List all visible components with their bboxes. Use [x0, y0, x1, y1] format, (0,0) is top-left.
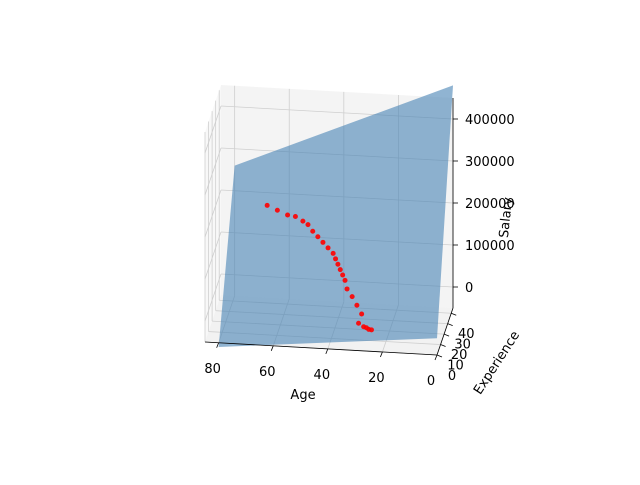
x-tick-mark — [270, 345, 274, 351]
z-tick-label: 400000 — [465, 113, 515, 128]
data-point — [368, 327, 374, 333]
x-axis-label: Age — [290, 388, 315, 403]
y-tick-mark — [451, 312, 457, 316]
data-point — [363, 325, 369, 331]
data-point — [285, 212, 291, 218]
grid-line — [204, 147, 222, 196]
z-tick-label: 200000 — [465, 197, 515, 212]
regression-plane — [218, 85, 453, 347]
x-tick-label: 20 — [368, 371, 385, 386]
data-point — [305, 222, 311, 228]
data-point — [342, 277, 348, 283]
y-tick-label: 10 — [447, 359, 464, 374]
grid-line — [204, 273, 222, 322]
data-point — [315, 234, 321, 240]
x-tick-label: 80 — [204, 362, 221, 377]
data-point — [340, 272, 346, 278]
data-point — [330, 250, 336, 256]
data-point — [274, 207, 280, 213]
x-tick-mark — [325, 348, 329, 355]
grid-line — [204, 105, 222, 154]
y-tick-mark — [447, 323, 453, 327]
y-axis-label: Experience — [471, 329, 523, 398]
y-axis-line — [436, 307, 454, 356]
data-point — [310, 228, 316, 234]
data-point — [349, 294, 355, 300]
data-point — [359, 311, 365, 317]
data-point — [320, 239, 326, 245]
x-tick-mark — [216, 342, 220, 348]
data-point — [264, 202, 270, 208]
data-point — [300, 218, 306, 224]
data-point — [292, 214, 298, 220]
x-tick-label: 40 — [314, 368, 331, 383]
z-tick-label: 300000 — [465, 155, 515, 170]
x-tick-label: 60 — [259, 365, 276, 380]
z-axis-label: Salary — [497, 196, 516, 238]
grid-line — [204, 231, 222, 280]
data-point — [356, 320, 362, 326]
data-point — [344, 286, 350, 292]
y-tick-mark — [436, 354, 443, 358]
x-axis-line — [204, 341, 438, 356]
z-tick-label: 0 — [465, 281, 473, 296]
x-tick-mark — [380, 351, 383, 358]
x-tick-label: 0 — [427, 374, 435, 389]
data-point — [354, 302, 360, 308]
z-tick-label: 100000 — [465, 239, 515, 254]
y-tick-label: 20 — [451, 348, 468, 363]
data-point — [335, 261, 341, 267]
scatter-points — [264, 202, 374, 333]
grid-line — [204, 189, 222, 238]
y-tick-label: 0 — [448, 369, 456, 384]
y-tick-mark — [443, 333, 450, 337]
x-tick-mark — [434, 354, 438, 361]
regression-plane-surface — [218, 85, 453, 347]
axis-lines — [204, 98, 458, 361]
data-point — [333, 256, 339, 262]
tick-labels: 80 60 40 20 0 0102030400100000200000300000400… — [204, 113, 514, 389]
y-tick-label: 30 — [454, 338, 471, 353]
y-tick-label: 40 — [458, 327, 475, 342]
data-point — [325, 245, 331, 251]
y-tick-mark — [440, 344, 446, 347]
data-point — [337, 267, 343, 273]
